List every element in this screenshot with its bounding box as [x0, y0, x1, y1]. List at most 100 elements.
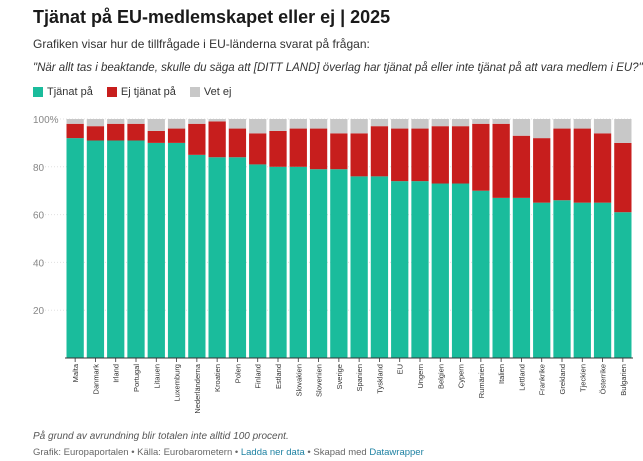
- source-line: Grafik: Europaportalen • Källa: Eurobaro…: [33, 447, 424, 458]
- legend-swatch-ej-tjanat: [106, 87, 117, 97]
- bar-segment-vet-ej: [370, 119, 389, 127]
- y-tick-label: 60: [33, 211, 45, 222]
- x-tick-label: Portugal: [132, 364, 141, 392]
- bar-segment-vet-ej: [289, 119, 307, 129]
- x-tick-label: Estland: [274, 364, 283, 389]
- x-tick-label: Slovenien: [315, 364, 324, 397]
- x-tick-label: Belgien: [436, 364, 445, 389]
- bar-segment-tjanat: [147, 142, 165, 358]
- bar-segment-tjanat: [370, 176, 389, 358]
- chart-subtitle: Grafiken visar hur de tillfrågade i EU-l…: [33, 37, 370, 51]
- bar-segment-vet-ej: [512, 119, 531, 136]
- bar-segment-vet-ej: [451, 119, 470, 127]
- bar-segment-ej-tjanat: [391, 128, 409, 182]
- bar-segment-ej-tjanat: [309, 128, 328, 170]
- source-text: Grafik: Europaportalen • Källa: Eurobaro…: [33, 447, 241, 458]
- bar-segment-vet-ej: [269, 119, 287, 131]
- x-tick-label: Sverige: [335, 364, 344, 389]
- bar-segment-ej-tjanat: [411, 128, 429, 182]
- bar-segment-vet-ej: [411, 119, 429, 129]
- x-tick-label: Spanien: [355, 364, 364, 392]
- bar-segment-tjanat: [269, 166, 287, 358]
- bar-segment-tjanat: [411, 181, 429, 358]
- bar-segment-ej-tjanat: [208, 121, 226, 158]
- bar-segment-vet-ej: [553, 119, 571, 129]
- bar-segment-tjanat: [391, 181, 409, 358]
- datawrapper-link[interactable]: Datawrapper: [369, 447, 424, 458]
- bar-segment-ej-tjanat: [147, 130, 165, 143]
- bar-segment-ej-tjanat: [188, 123, 206, 155]
- bar-segment-vet-ej: [127, 119, 145, 124]
- bar-segment-ej-tjanat: [269, 130, 287, 167]
- bar-segment-vet-ej: [330, 119, 348, 134]
- bar-segment-ej-tjanat: [553, 128, 571, 201]
- x-tick-label: EU: [396, 364, 405, 374]
- bar-segment-tjanat: [573, 202, 591, 358]
- bar-segment-tjanat: [350, 176, 368, 358]
- bar-segment-vet-ej: [228, 119, 247, 129]
- bar-segment-vet-ej: [309, 119, 328, 129]
- bar-segment-tjanat: [330, 169, 348, 358]
- bar-segment-ej-tjanat: [593, 133, 612, 203]
- y-tick-label: 80: [33, 163, 45, 174]
- legend-label-ej-tjanat: Ej tjänat på: [120, 86, 176, 98]
- bar-segment-tjanat: [309, 169, 328, 358]
- y-tick-label: 40: [33, 258, 45, 269]
- bar-segment-tjanat: [167, 142, 186, 358]
- x-tick-label: Litauen: [152, 364, 161, 389]
- x-tick-label: Kroatien: [213, 364, 222, 392]
- x-tick-label: Irland: [112, 364, 121, 383]
- bar-segment-ej-tjanat: [472, 123, 490, 191]
- chart-title: Tjänat på EU-medlemskapet eller ej | 202…: [33, 7, 391, 27]
- bar-segment-tjanat: [249, 164, 267, 358]
- bar-segment-ej-tjanat: [289, 128, 307, 167]
- bar-segment-ej-tjanat: [249, 133, 267, 165]
- bar-segment-ej-tjanat: [330, 133, 348, 170]
- bar-segment-vet-ej: [147, 119, 165, 131]
- bar-segment-tjanat: [228, 157, 247, 358]
- bar-segment-vet-ej: [391, 119, 409, 129]
- bar-segment-vet-ej: [533, 119, 551, 139]
- bar-segment-vet-ej: [492, 119, 510, 124]
- bar-segment-ej-tjanat: [431, 126, 449, 184]
- x-tick-label: Lettland: [517, 364, 526, 391]
- bar-segment-vet-ej: [107, 119, 125, 124]
- y-tick-label: 100%: [33, 115, 59, 126]
- bar-segment-ej-tjanat: [66, 123, 84, 139]
- bar-segment-tjanat: [614, 212, 632, 358]
- bar-segment-vet-ej: [167, 119, 186, 129]
- x-tick-label: Luxemburg: [173, 364, 182, 402]
- bar-segment-ej-tjanat: [127, 123, 145, 141]
- bar-segment-vet-ej: [208, 119, 226, 122]
- bar-segment-vet-ej: [249, 119, 267, 134]
- bar-segment-tjanat: [289, 166, 307, 358]
- bar-segment-tjanat: [188, 154, 206, 358]
- bar-segment-ej-tjanat: [370, 126, 389, 177]
- x-tick-label: Tyskland: [375, 364, 384, 394]
- legend-label-vet-ej: Vet ej: [203, 86, 232, 98]
- x-tick-label: Tjeckien: [578, 364, 587, 392]
- bar-segment-tjanat: [107, 140, 125, 358]
- footnote: På grund av avrundning blir totalen inte…: [33, 431, 289, 442]
- x-tick-label: Grekland: [558, 364, 567, 394]
- bar-segment-vet-ej: [573, 119, 591, 129]
- survey-question: "När allt tas i beaktande, skulle du säg…: [33, 62, 643, 74]
- bar-segment-vet-ej: [614, 119, 632, 143]
- legend-item-tjanat: Tjänat på: [33, 86, 93, 98]
- bar-segment-ej-tjanat: [533, 138, 551, 203]
- x-tick-label: Nederländerna: [193, 363, 202, 413]
- x-tick-label: Slovakien: [294, 364, 303, 397]
- bar-segment-tjanat: [593, 202, 612, 358]
- bar-segment-vet-ej: [593, 119, 612, 134]
- bar-segment-tjanat: [66, 138, 84, 358]
- x-tick-label: Bulgarien: [619, 364, 628, 396]
- download-data-link[interactable]: Ladda ner data: [240, 447, 305, 458]
- legend-swatch-tjanat: [33, 87, 43, 97]
- x-tick-label: Frankrike: [538, 364, 547, 395]
- bar-segment-vet-ej: [86, 119, 105, 127]
- bar-segment-tjanat: [431, 183, 449, 358]
- bar-segment-tjanat: [208, 157, 226, 358]
- bar-segment-vet-ej: [431, 119, 449, 127]
- bar-segment-ej-tjanat: [512, 135, 531, 198]
- bar-segment-ej-tjanat: [107, 123, 125, 141]
